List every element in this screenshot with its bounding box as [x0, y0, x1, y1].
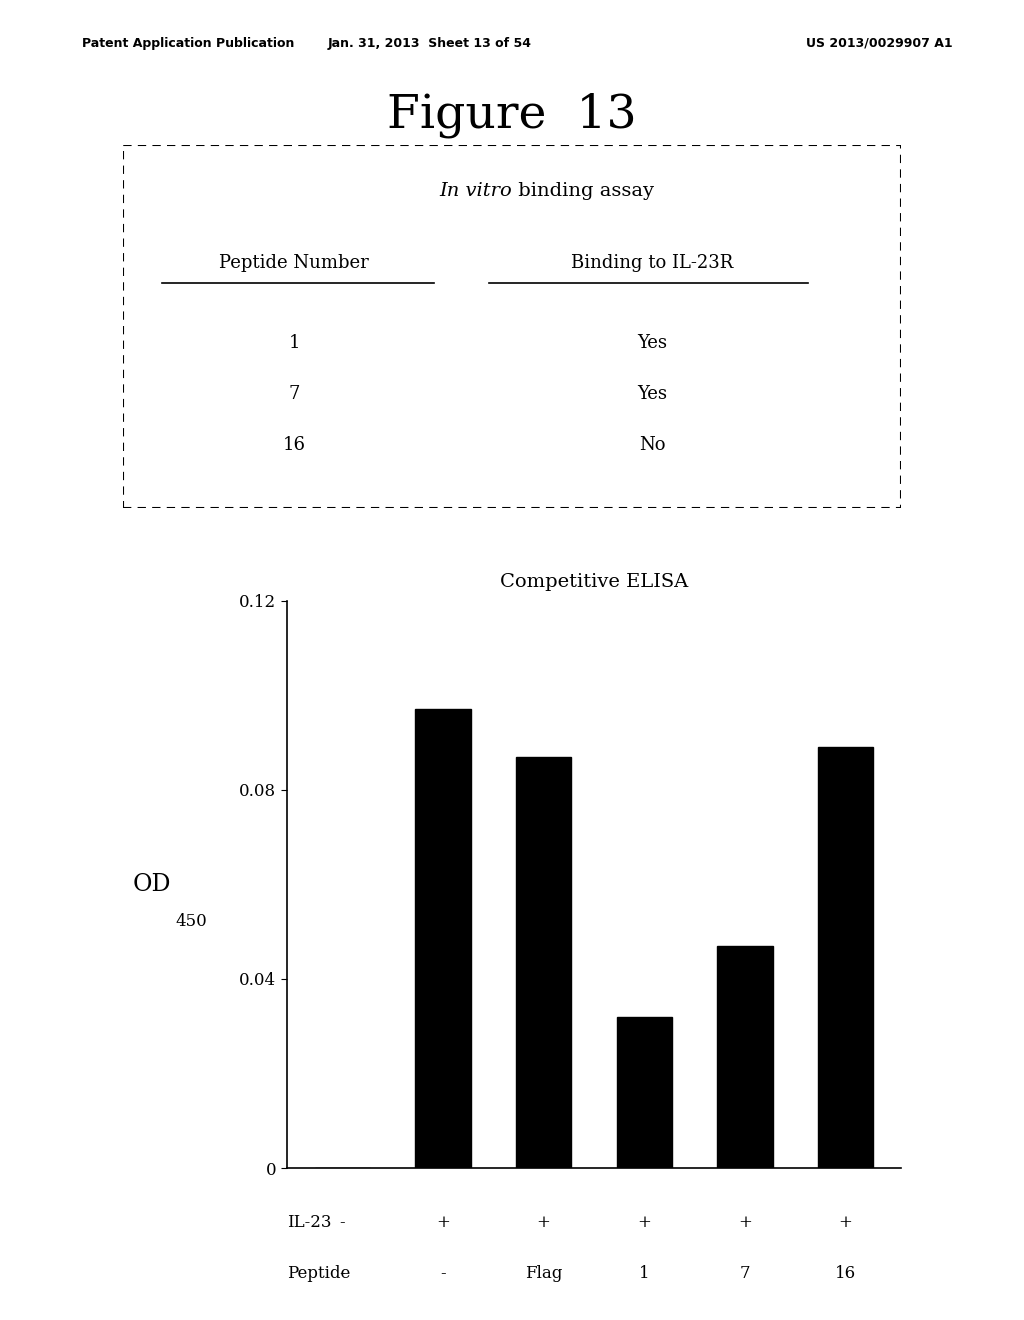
Bar [616, 1016, 672, 1168]
Text: US 2013/0029907 A1: US 2013/0029907 A1 [806, 37, 952, 50]
Text: -: - [340, 1213, 345, 1230]
Text: -: - [440, 1265, 445, 1282]
Text: Peptide Number: Peptide Number [219, 255, 369, 272]
Bar [818, 747, 873, 1168]
Text: Binding to IL-23R: Binding to IL-23R [571, 255, 733, 272]
Text: Yes: Yes [637, 385, 667, 403]
Text: 16: 16 [283, 436, 305, 454]
Bar [717, 946, 772, 1168]
Text: 7: 7 [739, 1265, 751, 1282]
Text: No: No [639, 436, 666, 454]
Text: Flag: Flag [525, 1265, 562, 1282]
Text: +: + [436, 1213, 450, 1230]
Text: -: - [340, 1265, 345, 1282]
Text: In vitro: In vitro [439, 181, 512, 199]
Text: 1: 1 [289, 334, 300, 352]
Title: Competitive ELISA: Competitive ELISA [500, 573, 688, 591]
Text: +: + [637, 1213, 651, 1230]
Text: Jan. 31, 2013  Sheet 13 of 54: Jan. 31, 2013 Sheet 13 of 54 [328, 37, 532, 50]
Text: IL-23: IL-23 [287, 1213, 332, 1230]
Text: Peptide: Peptide [287, 1265, 350, 1282]
Text: Yes: Yes [637, 334, 667, 352]
Text: OD: OD [132, 873, 171, 896]
Text: Figure  13: Figure 13 [387, 92, 637, 137]
Text: +: + [738, 1213, 752, 1230]
Text: 7: 7 [289, 385, 300, 403]
Bar [516, 756, 571, 1168]
Bar [416, 709, 471, 1168]
Text: +: + [537, 1213, 551, 1230]
Text: +: + [839, 1213, 852, 1230]
FancyBboxPatch shape [123, 145, 901, 508]
Text: Patent Application Publication: Patent Application Publication [82, 37, 294, 50]
Text: 450: 450 [175, 913, 208, 929]
Text: binding assay: binding assay [512, 181, 654, 199]
Text: 16: 16 [835, 1265, 856, 1282]
Text: 1: 1 [639, 1265, 649, 1282]
